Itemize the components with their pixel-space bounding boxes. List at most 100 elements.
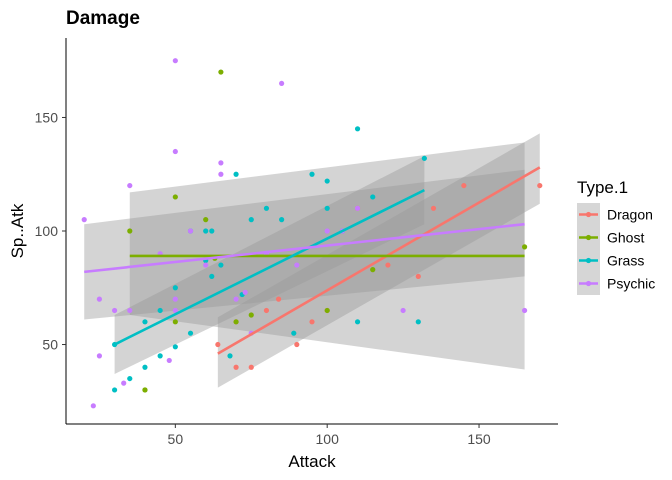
x-tick-label: 50 (168, 431, 184, 447)
grass-point (324, 178, 330, 184)
psychic-point (81, 217, 87, 223)
psychic-point (354, 205, 361, 211)
dragon-point (248, 364, 254, 370)
dragon-fit-line (217, 166, 541, 355)
psychic-point (166, 357, 172, 364)
grass-legend-label: Grass (607, 253, 644, 269)
grass-confidence-band (114, 156, 425, 375)
psychic-point (172, 296, 178, 302)
psychic-point (400, 307, 406, 314)
ghost-point (127, 228, 133, 234)
dragon-point (294, 341, 300, 348)
legend-title: Type.1 (577, 178, 628, 197)
grass-point (157, 353, 163, 359)
grass-point (248, 217, 254, 223)
ghost-point (203, 217, 209, 223)
grass-point (233, 171, 239, 177)
psychic-fit-line (84, 222, 525, 274)
dragon-point (309, 319, 315, 325)
psychic-confidence-band (84, 169, 525, 320)
ghost-point (248, 312, 254, 318)
grass-point (209, 273, 215, 280)
psychic-point (203, 262, 209, 268)
psychic-point (111, 307, 118, 314)
ghost-point (142, 387, 148, 393)
dragon-point (415, 273, 421, 280)
dragon-point (275, 296, 282, 302)
psychic-point (96, 296, 103, 302)
grass-point (172, 285, 178, 291)
dragon-point (215, 341, 221, 348)
ghost-legend-point (585, 234, 592, 241)
confidence-bands (84, 133, 540, 388)
grass-point (421, 155, 427, 161)
fit-lines (84, 166, 541, 355)
grass-point (142, 364, 148, 370)
x-tick-label: 150 (467, 431, 491, 447)
dragon-point (263, 307, 270, 314)
ghost-point (370, 267, 376, 273)
psychic-point (172, 307, 178, 314)
ghost-point (172, 319, 178, 325)
grass-point (415, 319, 421, 325)
grass-point (279, 217, 285, 223)
ghost-point (324, 307, 330, 314)
grass-point (187, 330, 194, 336)
grass-point (218, 262, 224, 268)
dragon-point (233, 364, 239, 370)
psychic-point (218, 171, 224, 177)
dragon-legend-point (585, 211, 592, 218)
grass-point (142, 319, 148, 325)
x-tick-label: 100 (316, 431, 340, 447)
psychic-point (233, 296, 239, 302)
y-axis-ticks: 50 100 150 (35, 109, 66, 353)
psychic-legend-point (585, 280, 592, 287)
psychic-point (242, 289, 248, 295)
ghost-point (172, 194, 178, 200)
grass-point (227, 353, 233, 359)
psychic-point (121, 380, 127, 386)
psychic-point (96, 353, 103, 359)
grass-point (209, 228, 215, 234)
grass-point (291, 330, 297, 336)
psychic-point (127, 307, 133, 314)
dragon-point (537, 182, 543, 189)
grass-point (324, 205, 330, 211)
grass-fit-line (114, 188, 425, 346)
psychic-point (172, 58, 178, 64)
y-axis-title: Sp..Atk (8, 203, 27, 258)
y-tick-label: 100 (35, 223, 59, 239)
psychic-point (294, 262, 300, 268)
ghost-point (521, 244, 528, 250)
psychic-point (172, 148, 178, 155)
legend: Dragon Ghost Grass Psychic (577, 203, 655, 295)
psychic-point (127, 182, 133, 189)
psychic-legend-label: Psychic (607, 276, 655, 292)
grass-legend-point (585, 257, 592, 264)
grass-point (127, 375, 133, 382)
x-axis-ticks: 50 100 150 (168, 424, 491, 447)
grass-point (370, 194, 376, 200)
dragon-legend-label: Dragon (607, 207, 653, 223)
psychic-point (324, 228, 330, 234)
dragon-point (430, 205, 437, 211)
grass-point (263, 205, 270, 211)
psychic-point (218, 160, 224, 166)
grass-point (203, 228, 209, 234)
y-tick-label: 150 (35, 109, 59, 125)
psychic-point (279, 80, 285, 87)
ghost-point (233, 319, 239, 325)
grass-point (354, 126, 361, 132)
grass-point (172, 344, 178, 350)
grass-point (157, 307, 163, 314)
dragon-point (385, 262, 391, 268)
dragon-point (461, 182, 467, 189)
y-tick-label: 50 (42, 337, 58, 353)
psychic-point (521, 307, 528, 314)
x-axis-title: Attack (288, 452, 336, 471)
ghost-point (218, 69, 224, 75)
chart-title: Damage (66, 8, 140, 29)
grass-point (354, 319, 361, 325)
grass-point (111, 387, 118, 393)
